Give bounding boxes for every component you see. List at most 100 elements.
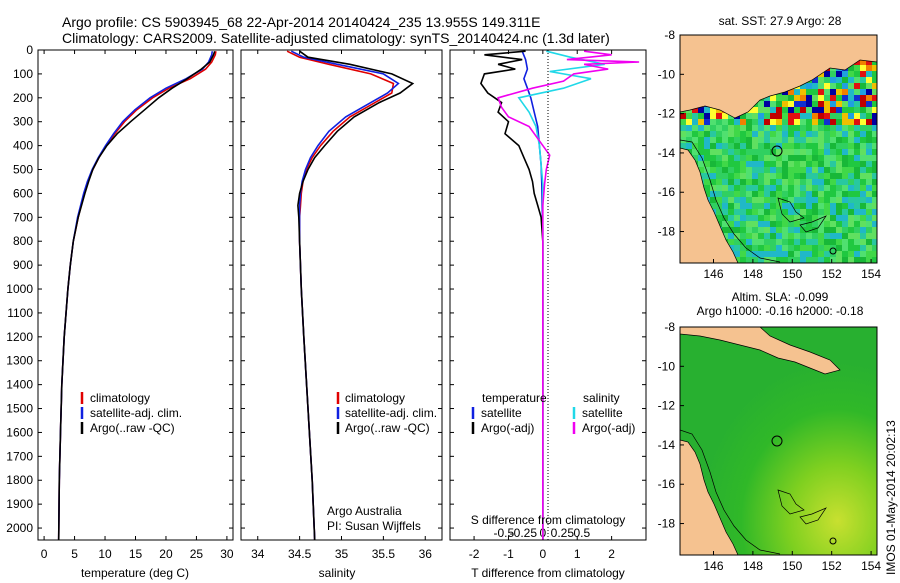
- sst-cell: [716, 185, 722, 191]
- sst-cell: [794, 215, 800, 221]
- sst-cell: [836, 155, 842, 161]
- sst-cell: [830, 173, 836, 179]
- land-australia: [680, 147, 739, 263]
- sst-cell: [812, 227, 818, 233]
- sst-cell: [848, 113, 854, 119]
- sst-cell: [698, 125, 704, 131]
- sst-cell: [782, 185, 788, 191]
- temperature-lines: [57, 50, 217, 541]
- sst-cell: [788, 143, 794, 149]
- sst-cell: [800, 83, 806, 89]
- sst-cell: [818, 95, 824, 101]
- sst-cell: [782, 191, 788, 197]
- temperature-axes-frame: [37, 49, 234, 541]
- sst-cell: [836, 125, 842, 131]
- sst-cell: [836, 149, 842, 155]
- temperature-x-ticks: 0 5 10 15 20 25 30: [41, 50, 234, 561]
- sst-cell: [812, 179, 818, 185]
- sst-cell: [866, 83, 872, 89]
- sst-cell: [860, 251, 866, 257]
- sst-cell: [800, 191, 806, 197]
- sla-map-ticks: 146 148 150 152 154 -8 -10 -12 -14 -16 -18: [658, 320, 882, 573]
- sst-cell: [740, 215, 746, 221]
- sst-cell: [776, 233, 782, 239]
- sst-cell: [836, 89, 842, 95]
- sst-cell: [848, 83, 854, 89]
- map-y-tick-label: -8: [664, 28, 675, 42]
- sst-cell: [872, 167, 877, 173]
- sst-cell: [728, 161, 734, 167]
- sst-cell: [812, 215, 818, 221]
- sst-cell: [782, 257, 788, 263]
- depth-tick-label: 1200: [6, 330, 33, 344]
- sst-cell: [860, 137, 866, 143]
- sst-cell: [812, 77, 818, 83]
- legend-title-temperature: temperature: [482, 391, 547, 405]
- sst-cell: [722, 161, 728, 167]
- sst-cell: [758, 161, 764, 167]
- sst-cell: [770, 161, 776, 167]
- sst-cell: [866, 203, 872, 209]
- depth-tick-label: 1700: [6, 449, 33, 463]
- sst-cell: [740, 161, 746, 167]
- sst-cell: [776, 215, 782, 221]
- sst-cell: [836, 83, 842, 89]
- x-tick-label: 0: [539, 547, 546, 561]
- sst-cell: [842, 173, 848, 179]
- sst-reef-1: [777, 197, 805, 223]
- sst-cell: [830, 221, 836, 227]
- sst-cell: [728, 215, 734, 221]
- sst-cell: [746, 221, 752, 227]
- sst-cell: [836, 119, 842, 125]
- sst-cell: [764, 137, 770, 143]
- legend-label-satellite: satellite-adj. clim.: [345, 406, 437, 420]
- sst-cell: [764, 143, 770, 149]
- sst-cell: [818, 131, 824, 137]
- map-y-tick-label: -16: [658, 185, 676, 199]
- sst-cell: [860, 101, 866, 107]
- sst-cell: [740, 137, 746, 143]
- sst-cell: [818, 227, 824, 233]
- sst-cell: [800, 185, 806, 191]
- depth-tick-label: 500: [13, 163, 33, 177]
- sst-cell: [854, 251, 860, 257]
- sst-cell: [752, 215, 758, 221]
- sst-cell: [746, 137, 752, 143]
- sst-cell: [866, 107, 872, 113]
- sst-cell: [788, 167, 794, 173]
- sst-cell: [710, 203, 716, 209]
- sst-cell: [782, 173, 788, 179]
- sst-cell: [812, 251, 818, 257]
- sst-cell: [848, 155, 854, 161]
- map-y-tick-label: -12: [658, 107, 676, 121]
- sst-cell: [860, 227, 866, 233]
- salinity-xlabel: salinity: [319, 566, 356, 580]
- sst-cell: [866, 89, 872, 95]
- sst-cell: [710, 131, 716, 137]
- sst-cell: [710, 179, 716, 185]
- salinity-axes-frame: [240, 49, 443, 541]
- sst-cell: [680, 125, 686, 131]
- sst-reef-2: [799, 215, 827, 233]
- sst-cell: [722, 203, 728, 209]
- sst-cell: [842, 203, 848, 209]
- sst-cell: [758, 167, 764, 173]
- sst-cell: [842, 185, 848, 191]
- sla-map-title-2: Argo h1000: -0.16 h2000: -0.18: [697, 304, 864, 318]
- sst-cell: [704, 137, 710, 143]
- sst-cell: [866, 95, 872, 101]
- sst-cell: [782, 161, 788, 167]
- sst-cell: [782, 143, 788, 149]
- sst-cell: [800, 137, 806, 143]
- sst-cell: [854, 113, 860, 119]
- sst-cell: [812, 101, 818, 107]
- sst-cell: [752, 233, 758, 239]
- sst-cell: [860, 113, 866, 119]
- sst-cell: [848, 107, 854, 113]
- sst-cell: [848, 227, 854, 233]
- sst-cell: [872, 257, 877, 263]
- sst-cell: [776, 155, 782, 161]
- sst-cell: [842, 239, 848, 245]
- sst-cell: [824, 143, 830, 149]
- sst-cell: [716, 131, 722, 137]
